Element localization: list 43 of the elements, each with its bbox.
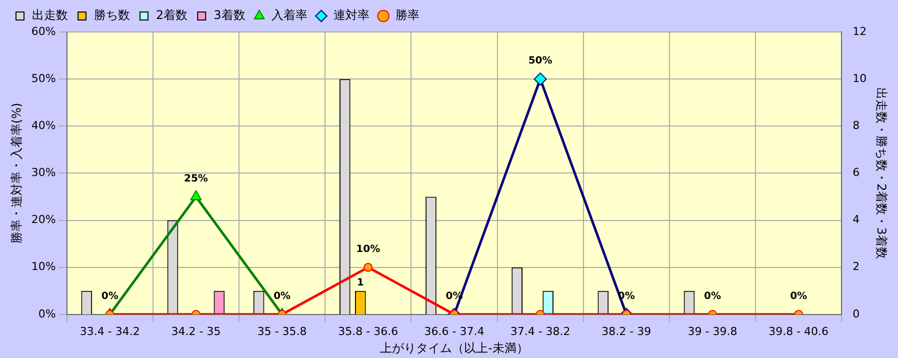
y-axis-title: 勝率・連対率・入着率(%) — [9, 102, 24, 244]
data-label: 50% — [528, 56, 552, 67]
data-label: 25% — [184, 173, 208, 184]
point — [534, 72, 547, 86]
x-tick-label: 35 - 35.8 — [257, 324, 307, 338]
y-tick-label: 10% — [31, 260, 56, 274]
y-tick-label: 30% — [31, 166, 56, 180]
x-tick-label: 37.4 - 38.2 — [510, 324, 570, 338]
data-label: 10% — [356, 244, 380, 255]
data-label: 0% — [790, 290, 808, 302]
y2-tick-label: 12 — [852, 24, 867, 38]
y2-tick-label: 6 — [852, 166, 860, 180]
data-label: 0% — [274, 290, 291, 302]
y2-axis-title: 出走数・勝ち数・2着数・3着数 — [874, 88, 889, 259]
legend-label: 3着数 — [214, 8, 246, 22]
y-tick-label: 40% — [31, 118, 56, 132]
x-axis-title: 上がりタイム（以上-未満） — [380, 340, 528, 355]
x-tick-label: 39 - 39.8 — [688, 324, 738, 338]
legend-label: 勝率 — [395, 8, 420, 22]
y-tick-label: 60% — [31, 24, 56, 38]
x-tick-label: 33.4 - 34.2 — [80, 324, 140, 338]
legend-label: 入着率 — [271, 8, 308, 22]
y-tick-label: 20% — [31, 213, 56, 226]
legend-label: 出走数 — [32, 8, 68, 22]
y-tick-label: 0% — [38, 307, 56, 320]
y2-tick-label: 4 — [852, 213, 860, 226]
x-tick-label: 34.2 - 35 — [171, 324, 221, 338]
y2-tick-label: 8 — [852, 118, 860, 132]
y2-tick-label: 2 — [852, 260, 860, 274]
y2-tick-label: 0 — [852, 307, 860, 320]
x-tick-label: 35.8 - 36.6 — [338, 324, 398, 338]
legend-label: 勝ち数 — [94, 8, 130, 22]
y-tick-label: 50% — [31, 72, 56, 85]
data-label: 1 — [356, 277, 364, 288]
y2-tick-label: 10 — [852, 72, 867, 85]
legend-label: 連対率 — [333, 8, 370, 22]
x-tick-label: 36.6 - 37.4 — [424, 324, 484, 338]
point — [190, 190, 202, 200]
data-label: 0% — [704, 290, 721, 302]
legend-label: 2着数 — [156, 8, 188, 22]
x-tick-label: 38.2 - 39 — [602, 324, 652, 338]
data-label: 0% — [101, 290, 118, 302]
x-tick-label: 39.8 - 40.6 — [768, 324, 829, 338]
